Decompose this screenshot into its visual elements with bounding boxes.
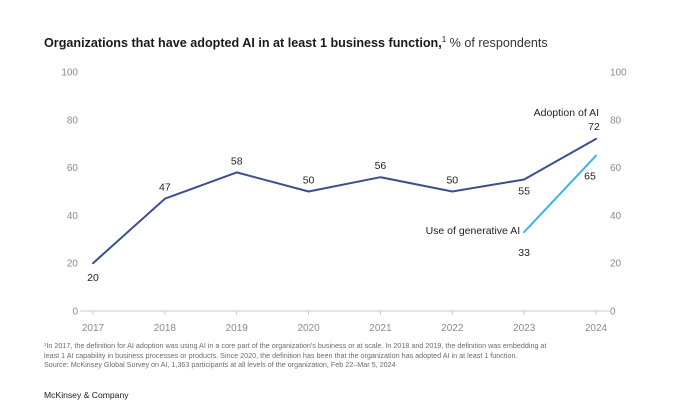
chart-subtitle: % of respondents	[446, 36, 548, 50]
series-label-generative-ai: Use of generative AI	[426, 225, 521, 237]
series-line-adoption	[92, 137, 597, 265]
chart-title-main: Organizations that have adopted AI in at…	[44, 36, 442, 50]
footnotes: ¹In 2017, the definition for AI adoption…	[44, 341, 644, 370]
x-tick-label: 2024	[585, 323, 608, 334]
data-label-generative-ai: 65	[584, 171, 596, 183]
y-tick-label-right: 80	[610, 115, 622, 126]
x-tick-label: 2023	[513, 323, 536, 334]
y-tick-label-left: 20	[67, 259, 79, 270]
data-label-adoption: 47	[159, 182, 171, 194]
data-label-adoption: 56	[375, 160, 387, 172]
series-label-adoption: Adoption of AI	[534, 107, 599, 119]
x-tick-label: 2021	[369, 323, 392, 334]
title-footnote-marker: 1	[441, 34, 447, 44]
chart-title: Organizations that have adopted AI in at…	[44, 34, 548, 50]
data-label-adoption: 58	[231, 155, 243, 167]
x-tick-label: 2022	[441, 323, 464, 334]
x-tick-label: 2019	[226, 323, 249, 334]
y-tick-label-left: 40	[67, 211, 79, 222]
footnote-line-1: ¹In 2017, the definition for AI adoption…	[44, 341, 547, 350]
data-label-adoption: 55	[518, 186, 530, 198]
series-line-generative-ai	[523, 154, 597, 234]
data-label-adoption: 50	[446, 175, 458, 187]
data-label-generative-ai: 33	[518, 247, 530, 259]
brand-name: McKinsey & Company	[44, 390, 129, 400]
x-tick-label: 2017	[82, 323, 105, 334]
x-tick-label: 2020	[297, 323, 320, 334]
x-tick-label: 2018	[154, 323, 177, 334]
source-note: Source: McKinsey Global Survey on AI, 1,…	[44, 360, 396, 370]
data-label-adoption: 50	[303, 175, 315, 187]
footnote-line-2: least 1 AI capability in business proces…	[44, 350, 518, 360]
y-tick-label-right: 20	[610, 259, 622, 270]
y-tick-label-left: 0	[72, 307, 78, 318]
y-tick-label-right: 40	[610, 211, 622, 222]
y-tick-label-left: 60	[67, 163, 79, 174]
data-label-adoption: 72	[588, 121, 600, 133]
y-tick-label-left: 100	[61, 68, 78, 79]
y-tick-label-right: 60	[610, 163, 622, 174]
y-tick-label-right: 0	[610, 307, 616, 318]
y-tick-label-left: 80	[67, 115, 79, 126]
data-label-adoption: 20	[87, 272, 99, 284]
y-tick-label-right: 100	[610, 68, 627, 79]
